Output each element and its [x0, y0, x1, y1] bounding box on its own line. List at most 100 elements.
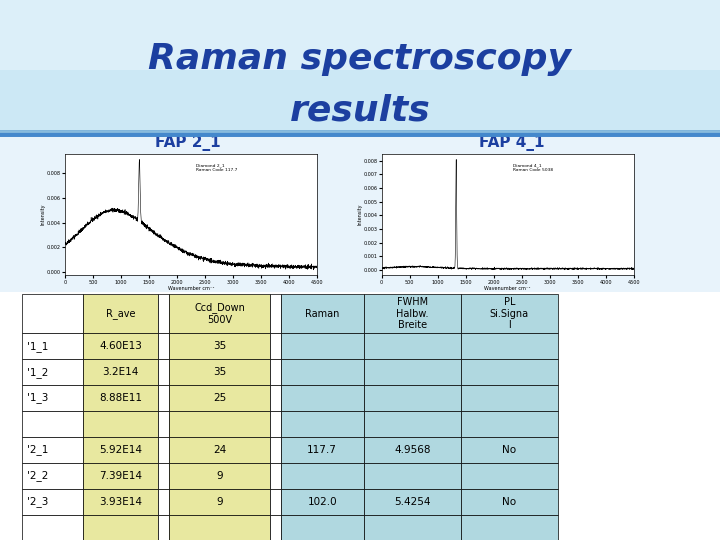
Bar: [83, 463, 158, 489]
Bar: [270, 411, 281, 437]
X-axis label: Wavenumber cm⁻¹: Wavenumber cm⁻¹: [485, 286, 531, 291]
Bar: [158, 385, 169, 411]
Text: '1_3: '1_3: [27, 393, 49, 403]
Bar: [461, 294, 558, 333]
Text: R_ave: R_ave: [106, 308, 135, 319]
Text: '2_2: '2_2: [27, 470, 49, 481]
Bar: [158, 515, 169, 540]
Text: 3.93E14: 3.93E14: [99, 497, 142, 507]
Text: 102.0: 102.0: [307, 497, 337, 507]
Text: PL
Si.Signa
l: PL Si.Signa l: [490, 297, 529, 330]
Bar: [158, 437, 169, 463]
Bar: [22, 359, 83, 385]
Bar: [83, 515, 158, 540]
Text: Raman spectroscopy: Raman spectroscopy: [148, 43, 572, 76]
Text: 7.39E14: 7.39E14: [99, 471, 142, 481]
Y-axis label: Intensity: Intensity: [40, 204, 45, 225]
Bar: [83, 333, 158, 359]
Bar: [270, 294, 281, 333]
Bar: [158, 294, 169, 333]
Bar: [83, 489, 158, 515]
Bar: [270, 437, 281, 463]
Bar: [22, 463, 83, 489]
Bar: [461, 463, 558, 489]
X-axis label: Wavenumber cm⁻¹: Wavenumber cm⁻¹: [168, 286, 214, 291]
Bar: [364, 437, 461, 463]
Text: 25: 25: [213, 393, 226, 403]
Text: 8.88E11: 8.88E11: [99, 393, 142, 403]
Bar: [169, 489, 270, 515]
Bar: [461, 489, 558, 515]
Bar: [0, 292, 720, 540]
Text: 117.7: 117.7: [307, 445, 337, 455]
Text: 9: 9: [216, 471, 223, 481]
Bar: [158, 359, 169, 385]
Text: No: No: [503, 445, 516, 455]
Text: 5.4254: 5.4254: [394, 497, 431, 507]
Bar: [83, 437, 158, 463]
Text: '1_1: '1_1: [27, 341, 49, 352]
Bar: [364, 385, 461, 411]
Bar: [83, 411, 158, 437]
Bar: [83, 294, 158, 333]
Y-axis label: Intensity: Intensity: [357, 204, 362, 225]
Bar: [461, 385, 558, 411]
Bar: [364, 463, 461, 489]
Bar: [22, 294, 83, 333]
Bar: [0, 0, 720, 70]
Bar: [461, 515, 558, 540]
Bar: [281, 463, 364, 489]
Text: No: No: [503, 497, 516, 507]
Bar: [281, 385, 364, 411]
Bar: [22, 333, 83, 359]
Bar: [364, 359, 461, 385]
Bar: [169, 411, 270, 437]
Bar: [281, 515, 364, 540]
Bar: [22, 385, 83, 411]
Bar: [22, 489, 83, 515]
Bar: [83, 359, 158, 385]
Text: Ccd_Down
500V: Ccd_Down 500V: [194, 302, 245, 325]
Bar: [158, 411, 169, 437]
Bar: [169, 463, 270, 489]
Bar: [270, 489, 281, 515]
Text: '2_1: '2_1: [27, 444, 49, 455]
Text: 9: 9: [216, 497, 223, 507]
Bar: [270, 463, 281, 489]
Bar: [22, 437, 83, 463]
Bar: [83, 385, 158, 411]
Bar: [364, 489, 461, 515]
Bar: [270, 359, 281, 385]
Text: '1_2: '1_2: [27, 367, 49, 377]
Text: 3.2E14: 3.2E14: [102, 367, 139, 377]
Text: FAP 4_1: FAP 4_1: [479, 135, 544, 151]
Bar: [281, 294, 364, 333]
Bar: [461, 333, 558, 359]
Bar: [0, 0, 720, 132]
Bar: [364, 411, 461, 437]
Bar: [169, 359, 270, 385]
Bar: [461, 437, 558, 463]
Bar: [169, 515, 270, 540]
Bar: [158, 489, 169, 515]
Text: Diamond 2_1
Raman Code 117.7: Diamond 2_1 Raman Code 117.7: [196, 164, 237, 172]
Bar: [281, 333, 364, 359]
Bar: [270, 385, 281, 411]
Text: FAP 2_1: FAP 2_1: [155, 135, 220, 151]
Text: 4.60E13: 4.60E13: [99, 341, 142, 351]
Bar: [22, 411, 83, 437]
Bar: [169, 333, 270, 359]
Bar: [0, 132, 720, 292]
Bar: [364, 515, 461, 540]
Bar: [169, 385, 270, 411]
Bar: [270, 333, 281, 359]
Text: Raman: Raman: [305, 309, 339, 319]
Bar: [281, 359, 364, 385]
Bar: [169, 294, 270, 333]
Bar: [364, 294, 461, 333]
Bar: [461, 359, 558, 385]
Text: '2_3: '2_3: [27, 496, 49, 507]
Bar: [22, 515, 83, 540]
Text: 35: 35: [213, 367, 226, 377]
Text: 35: 35: [213, 341, 226, 351]
